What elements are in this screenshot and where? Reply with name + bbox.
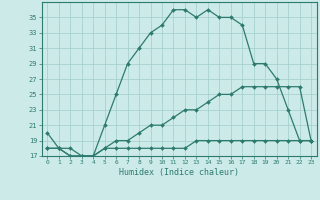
- X-axis label: Humidex (Indice chaleur): Humidex (Indice chaleur): [119, 168, 239, 177]
